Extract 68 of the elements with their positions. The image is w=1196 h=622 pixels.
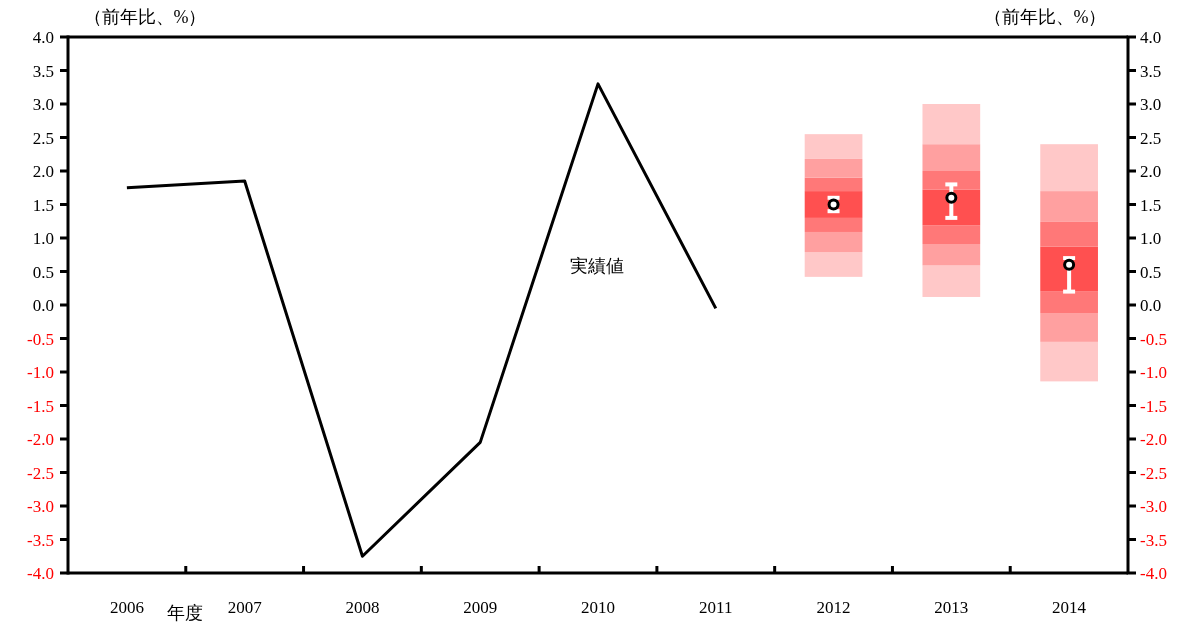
bar bbox=[1040, 144, 1098, 192]
bar bbox=[804, 134, 863, 159]
y-tick-label: 3.5 bbox=[32, 61, 54, 81]
y-tick-label: 0.5 bbox=[32, 262, 54, 282]
y2-tick-label: -3.0 bbox=[1140, 497, 1167, 516]
bar bbox=[922, 265, 981, 297]
bar bbox=[922, 225, 981, 245]
y-tick-label: -3.0 bbox=[27, 497, 54, 516]
bar bbox=[922, 104, 981, 145]
bar bbox=[804, 217, 863, 232]
bar bbox=[1040, 246, 1098, 292]
y-tick-label: 2.5 bbox=[32, 128, 54, 148]
x-tick-label: 2011 bbox=[699, 598, 733, 617]
y-tick-label: -1.5 bbox=[27, 396, 54, 416]
y-tick-label: -2.5 bbox=[27, 463, 54, 483]
y2-tick-label: 0.0 bbox=[1140, 296, 1162, 315]
x-tick-label: 2009 bbox=[463, 598, 498, 617]
line-series bbox=[125, 82, 718, 558]
point bbox=[945, 191, 958, 204]
y-tick-label: 1.0 bbox=[32, 229, 54, 248]
bar bbox=[1040, 221, 1098, 247]
y2-tick-label: -1.5 bbox=[1140, 396, 1167, 416]
y2-tick-label: 0.5 bbox=[1140, 262, 1162, 282]
y-tick-label: 0.0 bbox=[32, 296, 54, 315]
bar bbox=[1040, 191, 1098, 222]
bar bbox=[1040, 313, 1098, 342]
y-tick-label: 4.0 bbox=[32, 28, 54, 47]
bar bbox=[804, 231, 863, 253]
y2-axis-title: （前年比、%） bbox=[983, 7, 1107, 27]
bar bbox=[804, 158, 863, 178]
y2-tick-label: 1.0 bbox=[1140, 229, 1162, 248]
x-axis-title: 年度 bbox=[166, 603, 203, 622]
bar bbox=[1040, 341, 1098, 382]
x-tick-label: 2012 bbox=[816, 598, 851, 617]
bar bbox=[922, 244, 981, 266]
y2-tick-label: -2.5 bbox=[1140, 463, 1167, 483]
y-tick-label: -4.0 bbox=[27, 564, 54, 583]
bar bbox=[804, 252, 863, 277]
y2-tick-label: 2.5 bbox=[1140, 128, 1162, 148]
y2-tick-label: -4.0 bbox=[1140, 564, 1167, 583]
y2-tick-label: -0.5 bbox=[1140, 329, 1167, 349]
x-tick-label: 2014 bbox=[1052, 598, 1087, 617]
x-tick-label: 2013 bbox=[934, 598, 969, 617]
y-tick-label: -2.0 bbox=[27, 430, 54, 449]
y2-tick-label: 3.0 bbox=[1140, 95, 1162, 114]
y2-tick-label: 1.5 bbox=[1140, 195, 1162, 215]
y2-tick-label: -2.0 bbox=[1140, 430, 1167, 449]
y-tick-label: -3.5 bbox=[27, 530, 54, 550]
bar bbox=[1040, 291, 1098, 314]
y-tick-label: -0.5 bbox=[27, 329, 54, 349]
bar bbox=[922, 144, 981, 171]
series-label: 実績値 bbox=[569, 255, 624, 276]
y2-tick-label: 4.0 bbox=[1140, 28, 1162, 47]
x-tick-label: 2006 bbox=[109, 598, 144, 617]
y-tick-label: 2.0 bbox=[32, 162, 54, 181]
y2-tick-label: -3.5 bbox=[1140, 530, 1167, 550]
y-tick-label: 1.5 bbox=[32, 195, 54, 215]
y-axis-title: （前年比、%） bbox=[83, 7, 207, 27]
y2-tick-label: 3.5 bbox=[1140, 61, 1162, 81]
x-tick-label: 2007 bbox=[227, 598, 263, 617]
y-tick-label: 3.0 bbox=[32, 95, 54, 114]
bar bbox=[922, 171, 981, 190]
x-tick-label: 2008 bbox=[345, 598, 380, 617]
x-tick-label: 2010 bbox=[581, 598, 615, 617]
y2-tick-label: 2.0 bbox=[1140, 162, 1162, 181]
bar bbox=[804, 177, 863, 192]
y2-tick-label: -1.0 bbox=[1140, 363, 1167, 382]
y-tick-label: -1.0 bbox=[27, 363, 54, 382]
